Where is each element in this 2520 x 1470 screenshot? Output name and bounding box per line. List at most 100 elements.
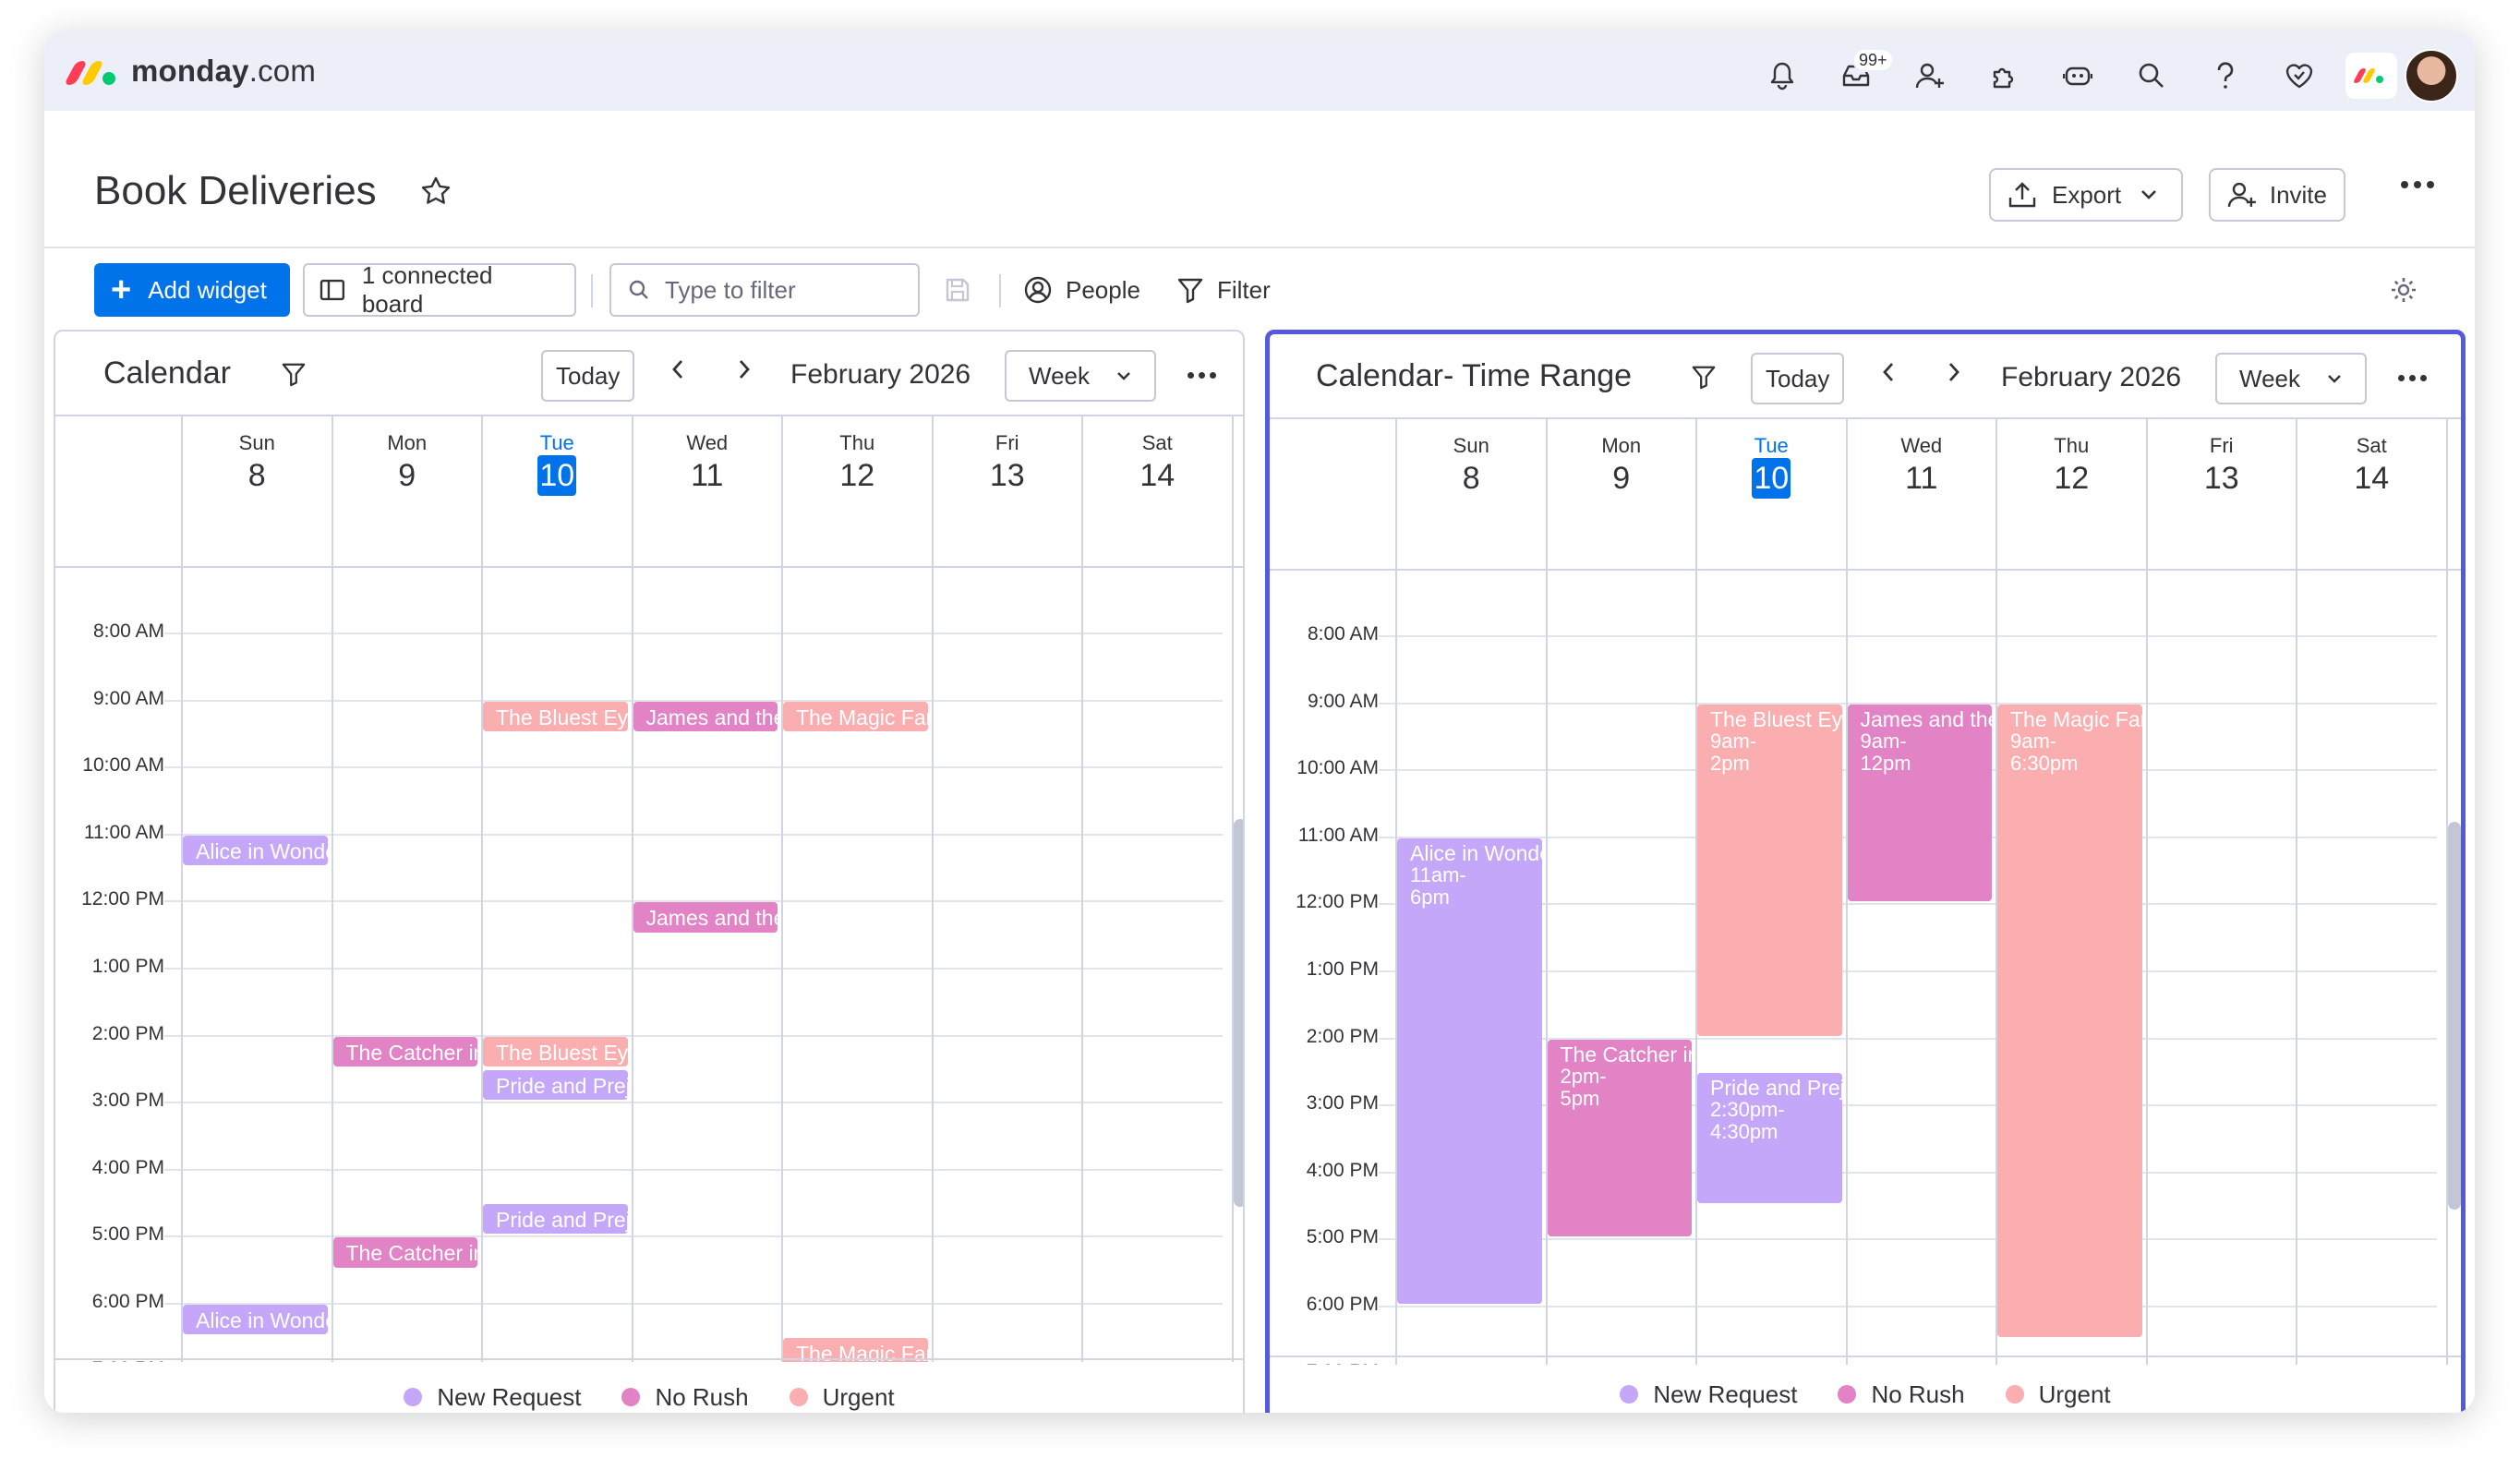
people-filter-button[interactable]: People — [1023, 263, 1140, 317]
legend-item-no-rush[interactable]: No Rush — [1838, 1380, 1965, 1409]
favorite-star-icon[interactable] — [420, 175, 452, 211]
prev-week-icon[interactable] — [1879, 358, 1898, 392]
heart-icon[interactable] — [2275, 54, 2323, 98]
invite-members-icon[interactable] — [1906, 54, 1954, 98]
day-header-tue[interactable]: Tue 10 — [1695, 419, 1846, 569]
day-name: Mon — [387, 431, 428, 454]
view-select[interactable]: Week — [2215, 353, 2367, 404]
more-options-icon[interactable] — [2401, 181, 2434, 188]
calendar-event[interactable]: The Magic Faraway Tree9am-6:30pm — [1997, 704, 2142, 1338]
calendar-event[interactable]: The Bluest Eye — [483, 1036, 628, 1066]
view-select[interactable]: Week — [1005, 350, 1156, 402]
day-header-thu[interactable]: Thu 12 — [781, 416, 932, 566]
day-name: Sun — [1453, 434, 1489, 457]
logo-text: monday — [131, 54, 249, 88]
calendar-event[interactable]: Alice in Wonderland — [183, 1305, 328, 1335]
calendar-event[interactable]: James and the Giant Peach — [633, 902, 778, 933]
calendar-event[interactable]: The Magic Faraway Tree — [783, 1338, 928, 1362]
legend-item-urgent[interactable]: Urgent — [2005, 1380, 2111, 1409]
today-button[interactable]: Today — [541, 350, 635, 402]
time-label: 10:00 AM — [82, 754, 164, 777]
next-week-icon[interactable] — [735, 355, 754, 390]
time-label: 2:00 PM — [91, 1022, 164, 1044]
day-header-tue[interactable]: Tue 10 — [481, 416, 632, 566]
plus-icon: + — [111, 271, 132, 309]
calendar-event[interactable]: James and the Giant Peach9am-12pm — [1847, 704, 1993, 902]
save-view-icon[interactable] — [945, 263, 971, 317]
legend-item-new-request[interactable]: New Request — [404, 1383, 581, 1412]
monday-logo[interactable]: monday.com — [64, 53, 316, 90]
calendar-event[interactable]: The Magic Faraway Tree — [783, 701, 928, 731]
ai-assistant-icon[interactable] — [2054, 54, 2102, 98]
today-button[interactable]: Today — [1751, 353, 1845, 404]
day-header-fri[interactable]: Fri 13 — [931, 416, 1082, 566]
legend-label: No Rush — [1871, 1380, 1965, 1408]
search-icon[interactable] — [2128, 54, 2176, 98]
apps-puzzle-icon[interactable] — [1980, 54, 2028, 98]
time-label: 9:00 AM — [1307, 690, 1379, 712]
day-name: Fri — [2209, 434, 2234, 457]
calendar-event[interactable]: The Catcher in the Rye — [332, 1036, 477, 1066]
calendar-event[interactable]: The Catcher in the Rye2pm-5pm — [1547, 1039, 1692, 1237]
time-label: 11:00 AM — [1297, 824, 1379, 846]
legend-color-dot — [1620, 1385, 1639, 1404]
day-header-sat[interactable]: Sat 14 — [1081, 416, 1232, 566]
day-column-line — [1081, 568, 1083, 1362]
legend: New Request No Rush Urgent — [55, 1358, 1243, 1413]
scrollbar[interactable] — [2447, 822, 2461, 1210]
day-header-thu[interactable]: Thu 12 — [1996, 419, 2146, 569]
legend-item-urgent[interactable]: Urgent — [789, 1383, 895, 1412]
calendar-event[interactable]: The Bluest Eye 9am- 2pm — [1697, 704, 1842, 1036]
export-button[interactable]: Export — [1989, 168, 2183, 222]
calendar-event[interactable]: The Catcher in the Rye — [332, 1237, 478, 1268]
event-time: 9am- — [2010, 729, 2057, 753]
scrollbar[interactable] — [1233, 819, 1243, 1207]
calendar-event[interactable]: Pride and Prejudice — [483, 1204, 628, 1235]
settings-gear-icon[interactable] — [2390, 263, 2418, 317]
legend: New Request No Rush Urgent — [1270, 1356, 2461, 1413]
invite-button[interactable]: Invite — [2209, 168, 2345, 222]
day-header-sun[interactable]: Sun 8 — [181, 416, 332, 566]
calendar-event[interactable]: Pride and Prejudice2:30pm-4:30pm — [1697, 1072, 1842, 1204]
widget-more-icon[interactable] — [1188, 372, 1216, 379]
widget-more-icon[interactable] — [2398, 375, 2427, 381]
day-header-sun[interactable]: Sun 8 — [1395, 419, 1546, 569]
day-header-mon[interactable]: Mon 9 — [1545, 419, 1696, 569]
workspace-logo-icon[interactable] — [2345, 53, 2397, 99]
calendar-event[interactable]: James and the Giant Peach — [633, 701, 778, 731]
inbox-icon[interactable]: 99+ — [1832, 48, 1894, 98]
legend-item-no-rush[interactable]: No Rush — [621, 1383, 749, 1412]
filter-input[interactable]: Type to filter — [609, 263, 920, 317]
event-title: The Catcher in the Rye — [345, 1241, 478, 1266]
day-header-sat[interactable]: Sat 14 — [2296, 419, 2446, 569]
day-header-fri[interactable]: Fri 13 — [2145, 419, 2297, 569]
help-icon[interactable] — [2201, 54, 2249, 98]
widget-filter-icon[interactable] — [281, 361, 307, 392]
day-date: 12 — [839, 458, 875, 493]
connected-board-button[interactable]: 1 connected board — [303, 261, 576, 318]
widget-filter-icon[interactable] — [1691, 364, 1717, 394]
hour-line — [1379, 903, 2437, 906]
notifications-bell-icon[interactable] — [1758, 54, 1806, 98]
calendar-event[interactable]: The Bluest Eye — [483, 701, 628, 731]
day-header-wed[interactable]: Wed 11 — [631, 416, 782, 566]
calendar-event[interactable]: Pride and Prejudice — [483, 1069, 628, 1101]
prev-week-icon[interactable] — [669, 355, 687, 390]
legend-item-new-request[interactable]: New Request — [1620, 1380, 1797, 1409]
next-week-icon[interactable] — [1945, 358, 1963, 392]
add-widget-button[interactable]: + Add widget — [94, 263, 290, 317]
view-label: Week — [2239, 364, 2300, 392]
calendar-time-range-widget[interactable]: Calendar- Time Range Today February 2026… — [1265, 330, 2466, 1413]
event-title: James and the Giant Peach — [1860, 706, 1993, 731]
calendar-event[interactable]: Alice in Wonderland — [183, 835, 328, 866]
filter-button[interactable]: Filter — [1176, 263, 1271, 317]
legend-label: Urgent — [2038, 1380, 2111, 1408]
user-avatar[interactable] — [2405, 49, 2458, 102]
day-date: 10 — [537, 455, 577, 496]
header-divider — [55, 566, 1243, 568]
day-name: Sun — [238, 431, 275, 454]
day-header-mon[interactable]: Mon 9 — [331, 416, 482, 566]
calendar-event[interactable]: Alice in Wonderland11am-6pm — [1397, 837, 1542, 1304]
day-header-wed[interactable]: Wed 11 — [1845, 419, 1996, 569]
calendar-widget[interactable]: Calendar Today February 2026 Week 8:00 A… — [54, 330, 1245, 1413]
